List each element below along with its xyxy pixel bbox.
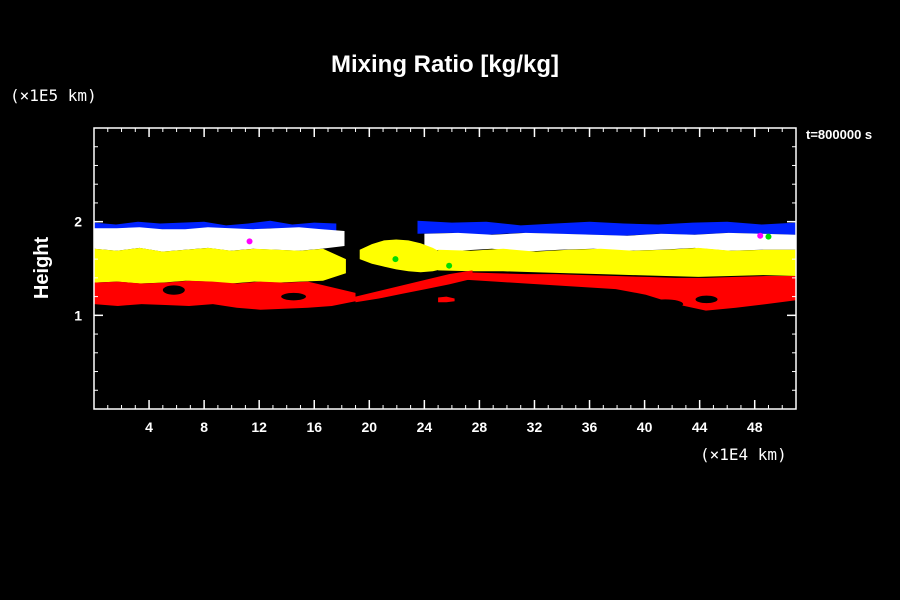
band-red-3-1 [355,270,473,303]
x-tick-label: 44 [692,419,708,435]
speck-green-1 [446,262,453,269]
speck-magenta-3 [757,232,764,239]
band-white-1-1 [424,232,796,252]
band-white-1-0 [94,227,345,252]
x-tick-label: 4 [145,419,153,435]
band-blue-0-1 [417,220,796,236]
band-red-3-2 [465,272,796,311]
band-yellow-2-0 [94,247,346,284]
field-gap-1 [281,292,306,301]
band-red-3-0 [94,280,356,310]
x-tick-label: 48 [747,419,763,435]
x-tick-label: 24 [417,419,433,435]
speck-green-0 [392,256,399,263]
band-yellow-2-1 [359,239,445,273]
x-tick-label: 28 [472,419,488,435]
x-tick-label: 20 [362,419,378,435]
y-tick-label: 2 [74,214,82,230]
field-gap-2 [647,299,684,309]
x-tick-label: 32 [527,419,543,435]
y-tick-label: 1 [74,307,82,323]
chart-title: Mixing Ratio [kg/kg] [331,51,559,78]
y-axis-label: Height [31,237,53,300]
x-tick-label: 36 [582,419,598,435]
x-scale-label: (×1E4 km) [700,445,787,464]
x-tick-label: 8 [200,419,208,435]
field-gap-3 [695,295,718,304]
speck-magenta-2 [246,238,253,245]
band-red-4-0 [438,296,455,303]
x-tick-label: 12 [251,419,267,435]
time-label: t=800000 s [806,127,872,142]
speck-green-4 [765,233,772,240]
x-tick-label: 16 [306,419,322,435]
plot-area [94,220,796,311]
x-tick-label: 40 [637,419,653,435]
field-gap-0 [162,285,185,295]
y-scale-label: (×1E5 km) [10,86,97,105]
plot-frame [93,127,797,410]
band-yellow-2-2 [438,247,796,277]
